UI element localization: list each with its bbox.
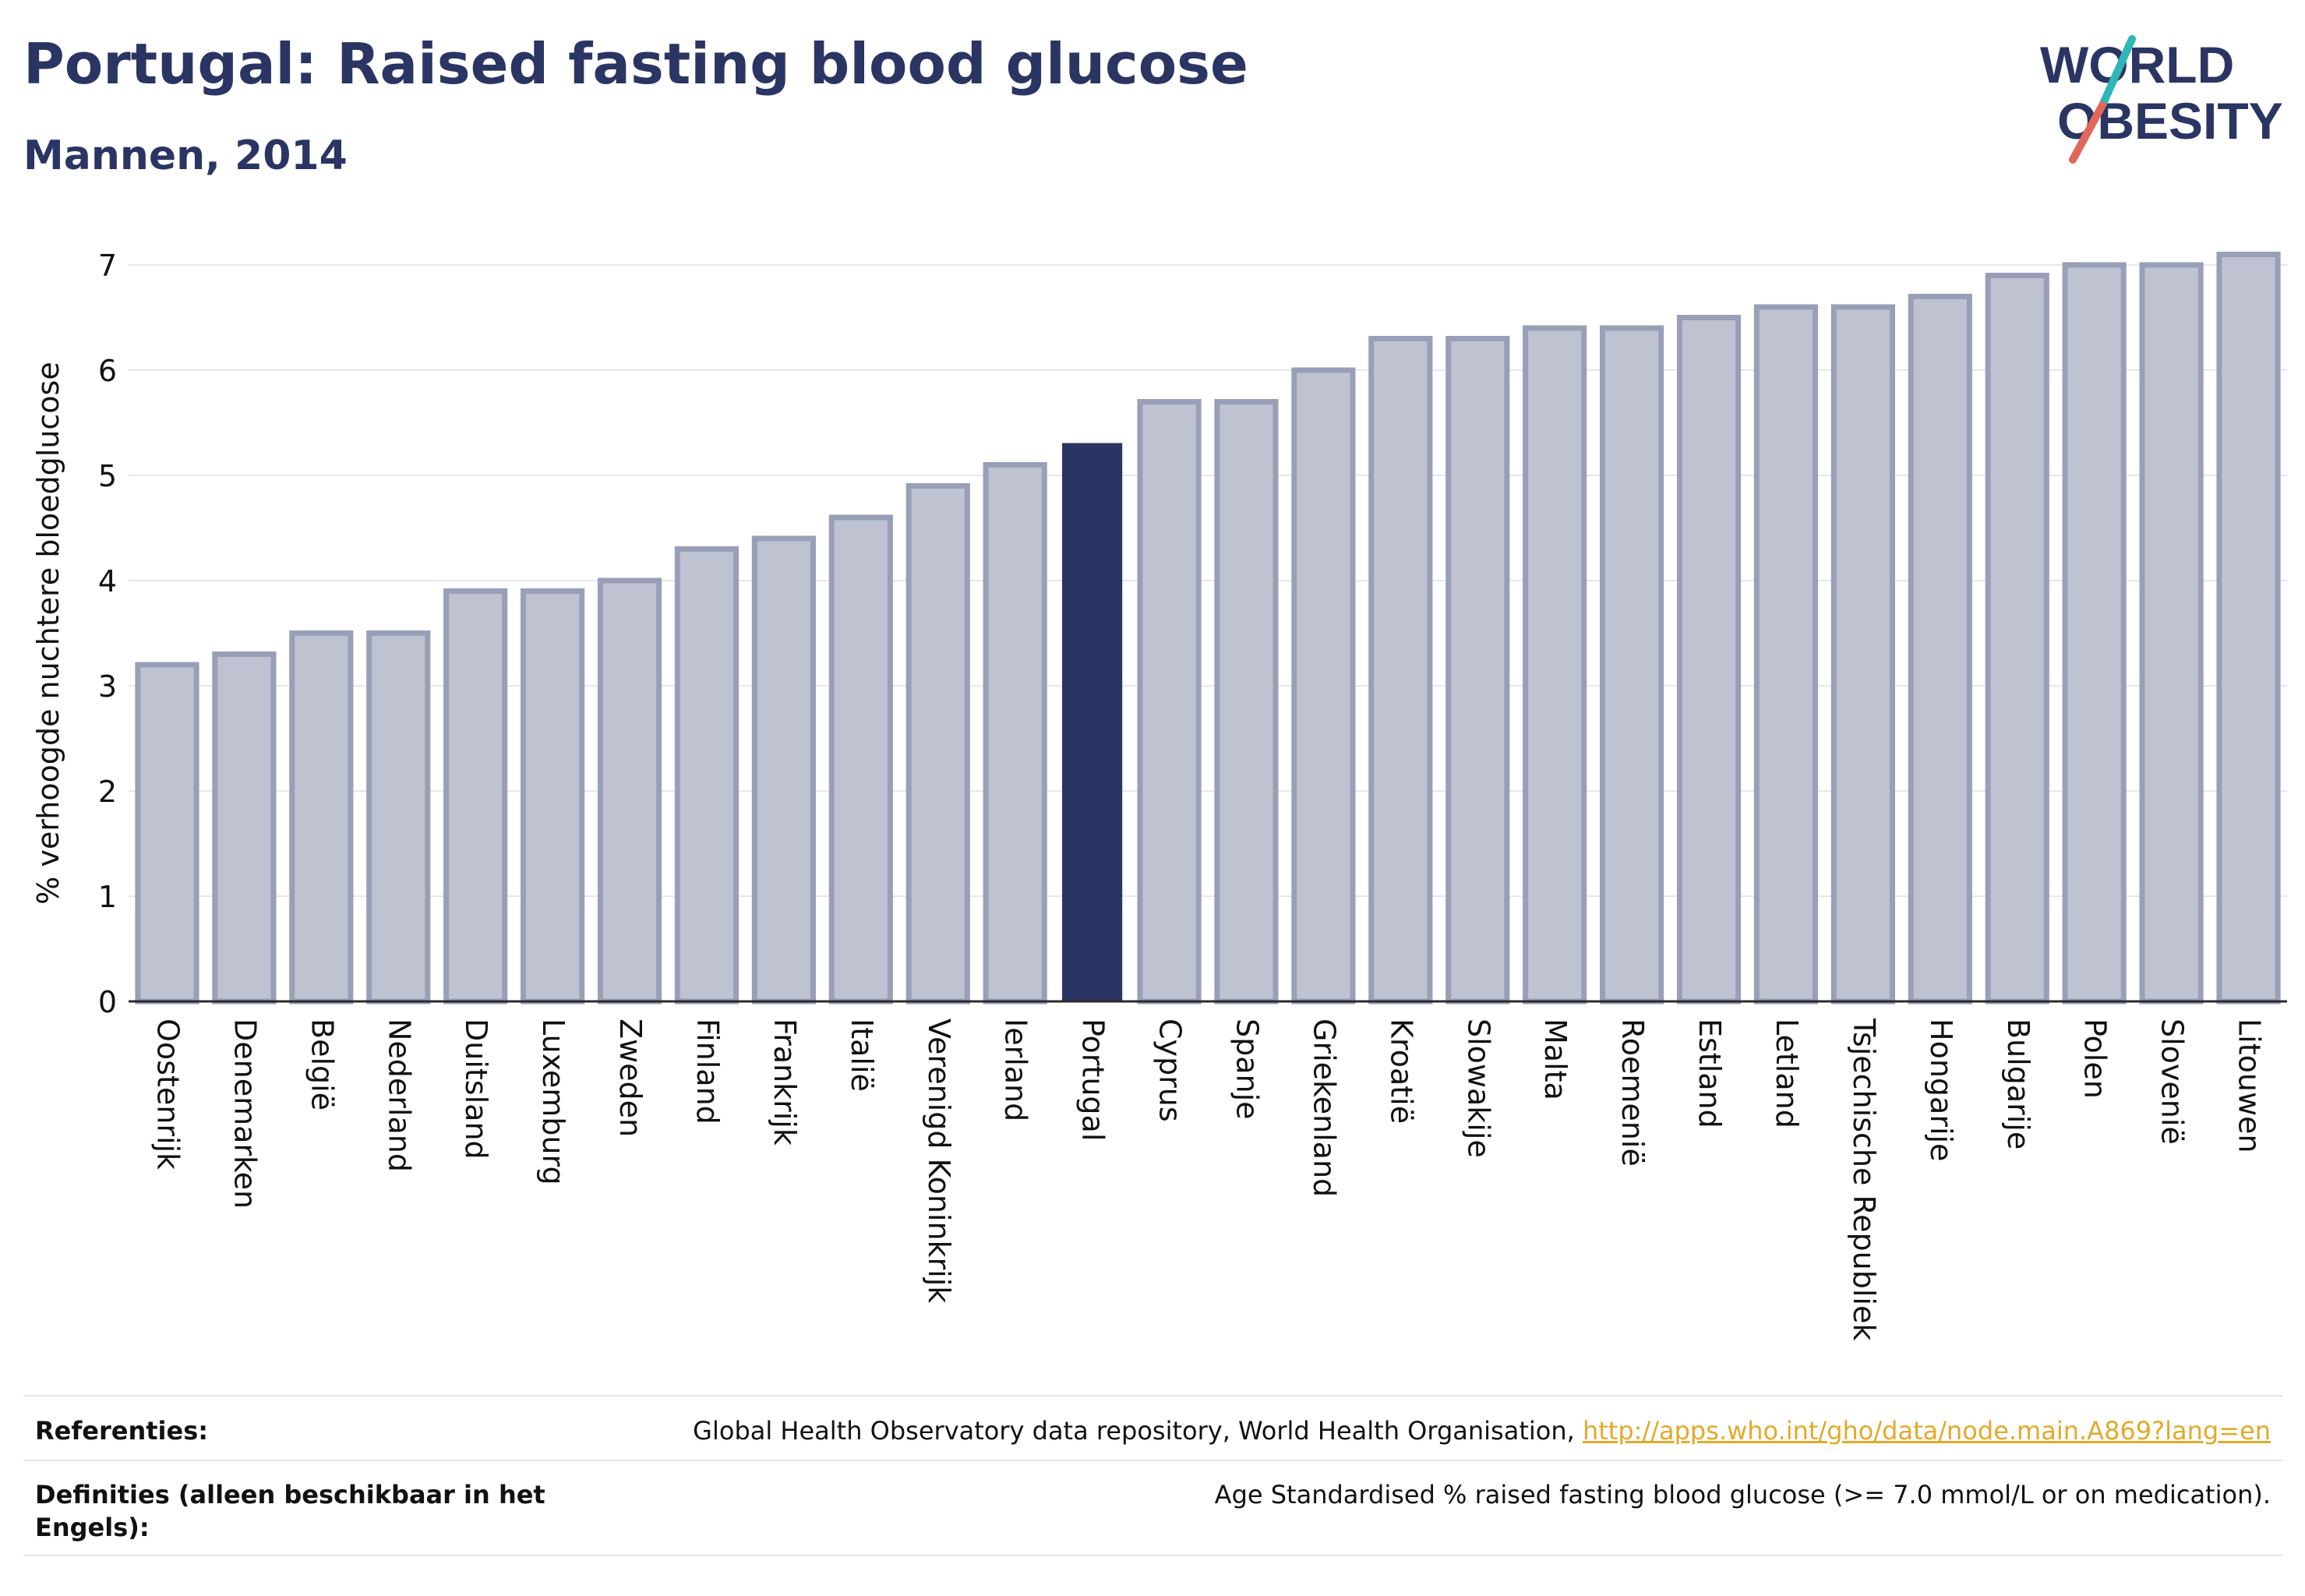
bar-denemarken [212,651,277,1005]
x-tick-label: Malta [1538,1019,1573,1100]
x-tick-label: Hongarije [1924,1019,1958,1161]
x-tick-label: Slowakije [1461,1019,1495,1158]
x-tick-label: Oostenrijk [150,1019,185,1170]
y-tick-label: 6 [98,354,117,388]
x-tick-label: Tsjechische Republiek [1847,1018,1881,1340]
x-tick-label: Denemarken [228,1019,262,1209]
y-axis: 0 1 2 3 4 5 6 7 [98,249,117,1019]
bar-finland [674,546,740,1005]
x-tick-label: Roemenië [1615,1019,1650,1167]
world-obesity-logo: WORLD OBESITY [2040,35,2283,164]
bar-litouwen [2216,252,2281,1005]
bar-malta [1523,325,1587,1005]
x-tick-label: Ierland [999,1019,1033,1121]
y-tick-label: 5 [98,459,117,493]
bar-belgië [289,630,354,1005]
y-tick-label: 4 [98,564,117,598]
x-tick-label: Frankrijk [768,1019,802,1146]
x-tick-label: Letland [1770,1019,1804,1128]
x-tick-label: Duitsland [459,1019,493,1160]
bar-italië [828,514,893,1005]
bar-roemenië [1600,325,1664,1005]
bar-cyprus [1137,399,1202,1005]
bar-griekenland [1291,367,1356,1005]
bar-kroatië [1368,336,1433,1005]
definitions-label: Definities (alleen beschikbaar in het En… [35,1478,545,1544]
references-link[interactable]: http://apps.who.int/gho/data/node.main.A… [1582,1416,2271,1446]
x-tick-label: Griekenland [1307,1019,1341,1197]
bar-nederland [366,630,431,1005]
bar-chart: 0 1 2 3 4 5 6 7 Oostenrijk Denemarken België Neder… [31,249,2287,1340]
x-tick-label: Italië [845,1019,879,1092]
logo-slash-bottom [2069,101,2106,164]
bar-slowakije [1445,336,1510,1005]
footer-divider-top [23,1395,2283,1396]
x-tick-label: Cyprus [1153,1019,1188,1122]
bar-bulgarije [1985,273,2049,1005]
references-label: Referenties: [35,1416,209,1446]
y-tick-label: 1 [98,880,117,914]
bar-frankrijk [751,535,816,1005]
bar-oostenrijk [135,662,199,1005]
x-tick-label: Bulgarije [2001,1019,2035,1149]
definitions-text: Age Standardised % raised fasting blood … [1214,1480,2271,1509]
bar-slovenië [2139,262,2204,1005]
x-tick-label: België [305,1019,339,1110]
bar-hongarije [1908,294,1972,1005]
bar-zweden [597,577,662,1005]
definitions-label-line1: Definities (alleen beschikbaar in het [35,1480,545,1509]
x-axis: Oostenrijk Denemarken België Nederland Duits… [129,1000,2287,1340]
logo-word-world: WORLD [2040,36,2234,94]
page-title: Portugal: Raised fasting blood glucose [23,31,1248,97]
x-tick-label: Slovenië [2155,1019,2190,1145]
x-tick-label: Finland [690,1019,725,1125]
y-tick-label: 2 [98,775,117,809]
footer-divider-middle [23,1460,2283,1461]
bars [135,252,2281,1005]
x-tick-label: Verenigd Koninkrijk [922,1019,956,1303]
y-tick-label: 7 [98,249,117,283]
footer-divider-bottom [23,1555,2283,1556]
x-tick-label: Kroatië [1384,1019,1418,1124]
x-tick-label: Litouwen [2233,1019,2267,1153]
x-tick-label: Portugal [1076,1019,1110,1141]
x-tick-label: Estland [1693,1019,1727,1128]
x-tick-label: Zweden [613,1019,648,1137]
bar-polen [2062,262,2127,1005]
logo-slash-top [2099,35,2136,109]
bar-tsjechische-republiek [1830,304,1895,1005]
bar-verenigd-koninkrijk [905,483,970,1005]
bar-letland [1753,304,1819,1005]
references-text: Global Health Observatory data repositor… [693,1414,2271,1447]
y-tick-label: 0 [98,985,117,1019]
bar-duitsland [443,588,508,1005]
definitions-label-line2: Engels): [35,1513,150,1542]
x-tick-label: Luxemburg [536,1019,570,1185]
y-axis-label: % verhoogde nuchtere bloedglucose [31,362,65,904]
bar-luxemburg [521,588,585,1005]
bar-ierland [983,462,1047,1005]
bar-estland [1676,315,1742,1005]
references-source: Global Health Observatory data repositor… [693,1416,1583,1446]
x-tick-label: Polen [2078,1019,2113,1099]
bar-portugal [1062,443,1123,1002]
x-tick-label: Spanje [1230,1019,1264,1120]
bar-spanje [1214,399,1279,1005]
page-subtitle: Mannen, 2014 [23,132,348,179]
x-tick-label: Nederland [382,1019,416,1172]
y-tick-label: 3 [98,669,117,704]
